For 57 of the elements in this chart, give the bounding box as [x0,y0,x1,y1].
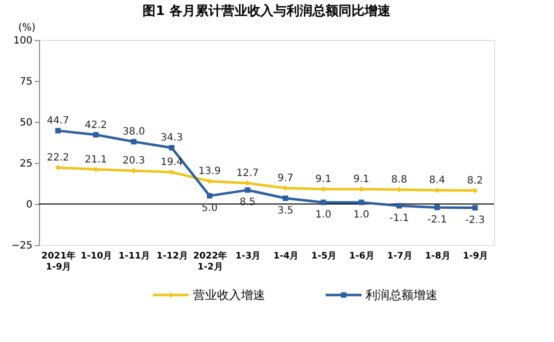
data-label: 38.0 [122,126,145,138]
data-label: 3.5 [278,205,294,216]
data-label: 34.3 [160,132,183,144]
data-label: 19.4 [160,157,183,168]
point [244,187,250,193]
point [472,205,478,211]
y-tick-label: −25 [11,240,32,252]
point [206,193,212,199]
data-label: 8.4 [429,175,446,186]
x-tick-label: 1-9月 [462,250,488,262]
data-label: 12.7 [236,168,259,180]
x-tick-label: 1-10月 [80,250,112,262]
x-tick-label: 2021年 1-9月 [41,250,76,272]
legend-label: 利润总额增速 [366,288,438,302]
data-label: -2.3 [465,214,485,226]
y-tick-label: 75 [20,76,32,88]
y-tick-label: 25 [20,158,32,170]
x-tick-label: 1-4月 [273,250,299,262]
data-label: 22.2 [46,152,70,164]
data-label: 8.8 [391,174,408,186]
point [168,145,174,150]
x-tick-label: 1-7月 [387,250,412,262]
data-label: -2.1 [427,214,447,226]
x-tick-label: 1-6月 [349,250,374,262]
x-tick-label: 1-5月 [311,250,337,262]
legend-label: 营业收入增速 [192,288,265,302]
x-tick-label: 1-3月 [235,250,261,262]
y-tick-label: 100 [13,36,32,46]
data-label: -1.1 [389,212,409,224]
point [320,200,326,206]
y-tick-label: 0 [26,200,32,210]
data-label: 42.2 [84,120,108,131]
point [55,128,61,134]
x-tick-label: 2022年 1-2月 [193,250,228,272]
data-label: 44.7 [46,116,70,127]
x-tick-label: 1-11月 [118,250,150,262]
point [396,203,402,209]
data-label: 21.1 [84,154,108,166]
x-tick-label: 1-8月 [424,250,450,262]
y-axis-title: (%) [18,22,36,34]
data-label: 9.7 [278,173,294,184]
data-label: 1.0 [315,209,332,220]
data-label: 9.1 [315,174,332,186]
point [93,132,99,138]
data-label: 1.0 [353,209,370,220]
point [434,204,440,210]
y-tick-label: 50 [20,118,32,128]
data-label: 8.2 [467,176,483,187]
data-label: 9.1 [353,174,370,186]
data-label: 20.3 [122,156,145,167]
point [131,138,137,144]
point [358,200,364,206]
data-label: 5.0 [202,202,218,214]
point [282,196,288,201]
chart-title: 图1 各月累计营业收入与利润总额同比增速 [142,3,392,19]
data-label: 13.9 [198,166,221,178]
x-tick-label: 1-12月 [156,250,188,262]
